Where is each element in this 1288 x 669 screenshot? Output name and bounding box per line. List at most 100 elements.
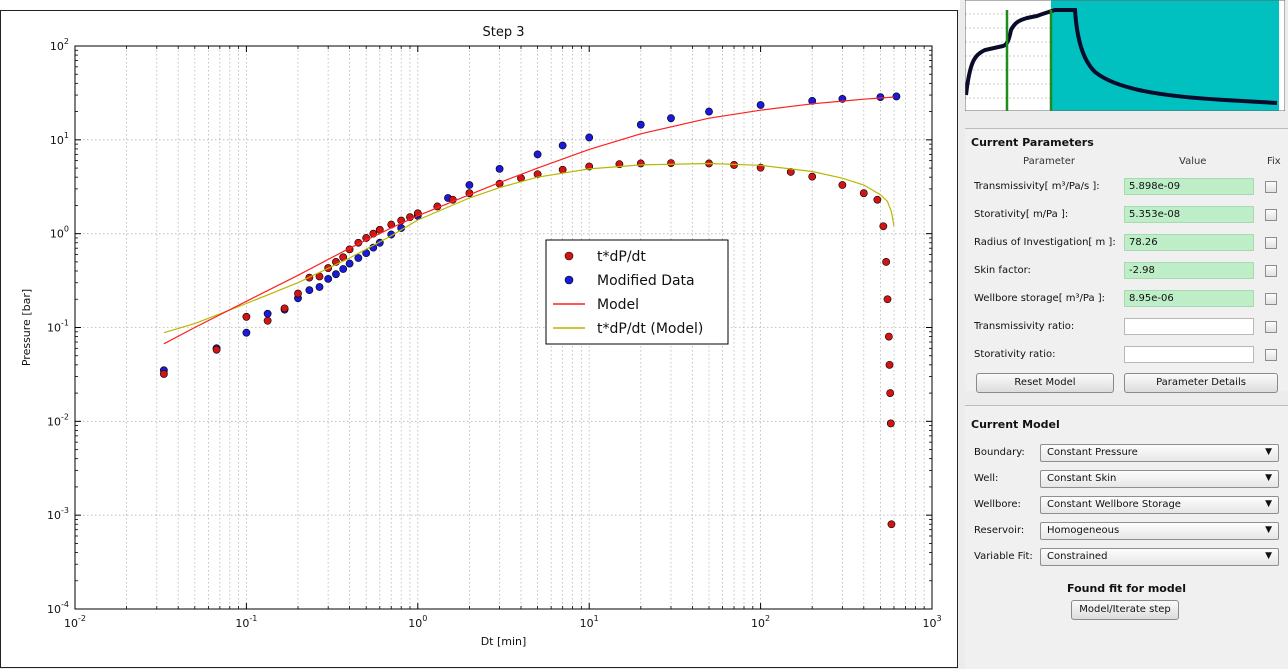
legend-label: t*dP/dt bbox=[597, 249, 646, 265]
param-value-storativity-ratio[interactable] bbox=[1124, 346, 1254, 363]
t-dpdt-point bbox=[159, 370, 168, 378]
fix-checkbox-skin[interactable] bbox=[1265, 265, 1277, 277]
param-label-transmissivity-ratio: Transmissivity ratio: bbox=[974, 321, 1075, 332]
plot-panel: Step 3 10-2 10-1 100 101 102 103 10-4 10-3 10-2 10… bbox=[0, 10, 958, 668]
x-tick-label: 102 bbox=[751, 614, 770, 630]
header-fix: Fix bbox=[1267, 156, 1281, 167]
modified-data-point bbox=[558, 141, 567, 150]
param-value-skin[interactable]: -2.98 bbox=[1124, 262, 1254, 279]
t-dpdt-point bbox=[879, 222, 888, 231]
reservoir-select-value: Homogeneous bbox=[1047, 525, 1120, 536]
reset-model-button[interactable]: Reset Model bbox=[976, 373, 1114, 393]
parameter-details-button[interactable]: Parameter Details bbox=[1124, 373, 1278, 393]
boundary-select[interactable]: Constant Pressure ▼ bbox=[1040, 444, 1279, 462]
parameters-panel: Current Parameters Parameter Value Fix T… bbox=[965, 128, 1288, 393]
legend-label: t*dP/dt (Model) bbox=[597, 321, 703, 337]
x-tick-label: 10-2 bbox=[64, 614, 86, 630]
t-dpdt-point bbox=[808, 172, 817, 181]
legend-marker bbox=[564, 275, 574, 285]
fix-checkbox-radius[interactable] bbox=[1265, 237, 1277, 249]
t-dpdt-point bbox=[636, 159, 645, 168]
fix-checkbox-transmissivity-ratio[interactable] bbox=[1265, 321, 1277, 333]
y-tick-label: 10-3 bbox=[47, 506, 69, 522]
modified-data-point bbox=[808, 96, 817, 105]
modified-data-series bbox=[159, 92, 901, 375]
well-select[interactable]: Constant Skin ▼ bbox=[1040, 470, 1279, 488]
wellbore-select[interactable]: Constant Wellbore Storage ▼ bbox=[1040, 496, 1279, 514]
right-sidebar: Current Parameters Parameter Value Fix T… bbox=[960, 0, 1288, 669]
legend-box bbox=[545, 239, 729, 345]
x-tick-label: 103 bbox=[922, 614, 941, 630]
x-tick-label: 101 bbox=[580, 614, 599, 630]
x-axis-label: Dt [min] bbox=[481, 635, 527, 648]
t-dpdt-point bbox=[838, 181, 847, 189]
t-dpdt-point bbox=[884, 332, 893, 341]
header-value: Value bbox=[1179, 156, 1207, 167]
param-label-radius: Radius of Investigation[ m ]: bbox=[974, 237, 1116, 248]
parameters-title: Current Parameters bbox=[971, 136, 1094, 149]
modified-data-point bbox=[354, 254, 363, 262]
t-dpdt-point bbox=[242, 312, 251, 321]
t-dpdt-point bbox=[212, 345, 221, 354]
model-label-well: Well: bbox=[974, 473, 999, 484]
t-dpdt-point bbox=[280, 304, 289, 313]
fix-checkbox-wellbore-storage[interactable] bbox=[1265, 293, 1277, 305]
modified-data-point bbox=[533, 150, 542, 159]
y-axis-label: Pressure [bar] bbox=[20, 289, 33, 366]
chevron-down-icon: ▼ bbox=[1265, 499, 1272, 509]
param-value-wellbore-storage[interactable]: 8.95e-06 bbox=[1124, 290, 1254, 307]
plot-title: Step 3 bbox=[482, 25, 524, 40]
chevron-down-icon: ▼ bbox=[1265, 473, 1272, 483]
modified-data-point bbox=[667, 114, 675, 123]
modified-data-point bbox=[305, 286, 314, 295]
log-log-plot: Step 3 10-2 10-1 100 101 102 103 10-4 10-3 10-2 10… bbox=[20, 25, 942, 648]
modified-data-point bbox=[585, 133, 594, 142]
modified-data-point bbox=[636, 120, 645, 129]
t-dpdt-point bbox=[263, 316, 272, 325]
modified-data-point bbox=[705, 107, 713, 116]
t-dpdt-point bbox=[887, 520, 896, 529]
modified-data-point bbox=[332, 270, 340, 279]
fix-checkbox-transmissivity[interactable] bbox=[1265, 181, 1277, 193]
reservoir-select[interactable]: Homogeneous ▼ bbox=[1040, 522, 1279, 540]
modified-data-point bbox=[495, 165, 504, 173]
overview-thumbnail[interactable] bbox=[965, 0, 1285, 111]
t-dpdt-point bbox=[667, 159, 675, 167]
variable-fit-select[interactable]: Constrained ▼ bbox=[1040, 548, 1279, 566]
model-iterate-step-button[interactable]: Model/Iterate step bbox=[1071, 600, 1179, 620]
chevron-down-icon: ▼ bbox=[1265, 447, 1272, 457]
t-dpdt-point bbox=[859, 189, 868, 198]
modified-data-point bbox=[263, 309, 272, 318]
param-label-transmissivity: Transmissivity[ m³/Pa/s ]: bbox=[974, 181, 1100, 192]
fix-checkbox-storativity[interactable] bbox=[1265, 209, 1277, 221]
x-tick-label: 10-1 bbox=[235, 614, 257, 630]
model-line bbox=[163, 96, 895, 345]
param-value-transmissivity[interactable]: 5.898e-09 bbox=[1124, 178, 1254, 195]
t-dpdt-point bbox=[533, 170, 542, 179]
model-label-boundary: Boundary: bbox=[974, 447, 1025, 458]
model-panel: Current Model Boundary: Constant Pressur… bbox=[965, 405, 1288, 669]
variable-fit-select-value: Constrained bbox=[1047, 551, 1108, 562]
param-label-storativity: Storativity[ m/Pa ]: bbox=[974, 209, 1069, 220]
chevron-down-icon: ▼ bbox=[1265, 551, 1272, 561]
param-label-storativity-ratio: Storativity ratio: bbox=[974, 349, 1056, 360]
modified-data-point bbox=[242, 328, 251, 337]
y-tick-label: 10-1 bbox=[47, 319, 69, 335]
modified-data-point bbox=[315, 283, 324, 291]
modified-data-point bbox=[339, 265, 348, 273]
modified-data-point bbox=[465, 181, 474, 189]
fit-status-text: Found fit for model bbox=[1067, 582, 1186, 595]
param-value-radius[interactable]: 78.26 bbox=[1124, 234, 1254, 251]
modified-data-point bbox=[345, 259, 354, 268]
fix-checkbox-storativity-ratio[interactable] bbox=[1265, 349, 1277, 361]
modified-data-point bbox=[876, 93, 885, 102]
param-value-transmissivity-ratio[interactable] bbox=[1124, 318, 1254, 335]
t-dpdt-model-line bbox=[163, 162, 895, 334]
t-dpdt-point bbox=[886, 419, 895, 428]
pressure-history-curve bbox=[965, 8, 1278, 105]
param-value-storativity[interactable]: 5.353e-08 bbox=[1124, 206, 1254, 223]
t-dpdt-point bbox=[883, 295, 892, 304]
legend: t*dP/dt Modified Data Model t*dP/dt (Model) bbox=[545, 239, 729, 345]
modified-data-point bbox=[892, 92, 901, 101]
y-tick-label: 10-2 bbox=[47, 412, 69, 428]
